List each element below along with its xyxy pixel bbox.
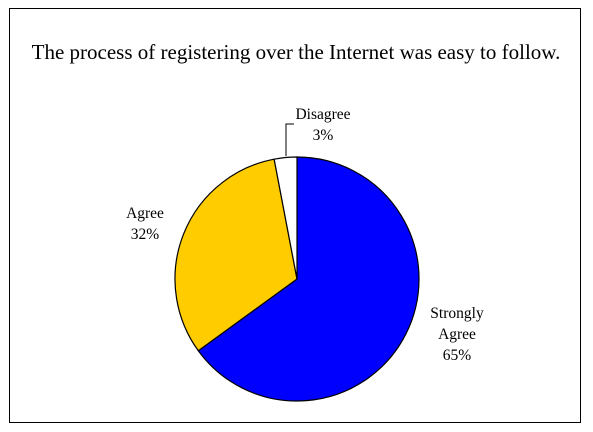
pie-slice-strongly-agree bbox=[197, 156, 420, 402]
chart-title: The process of registering over the Inte… bbox=[31, 40, 561, 64]
leader-line-disagree bbox=[285, 123, 294, 156]
pie-slice-agree bbox=[174, 158, 298, 352]
slice-label-agree: Agree 32% bbox=[126, 205, 164, 243]
slice-label-disagree: Disagree 3% bbox=[295, 106, 350, 144]
slice-label-strongly-agree: Strongly Agree 65% bbox=[430, 305, 484, 364]
pie-slice-disagree bbox=[273, 156, 298, 280]
